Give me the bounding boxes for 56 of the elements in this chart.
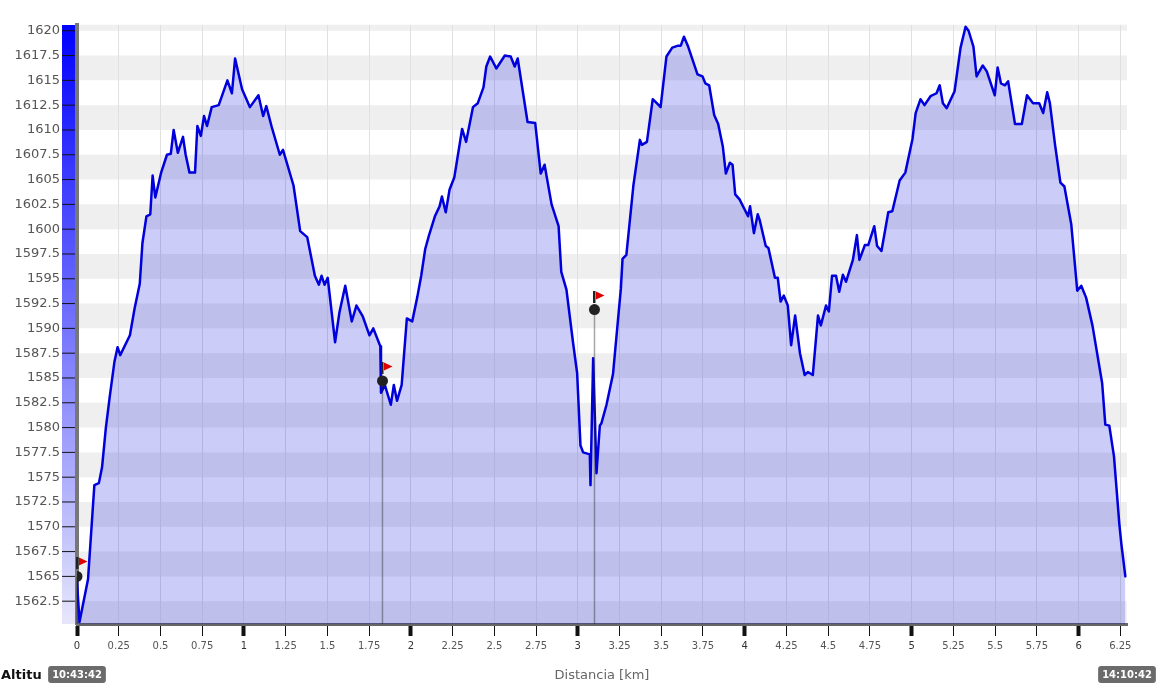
x-tick-label: 0.25: [107, 639, 130, 651]
y-tick-label: 1620: [26, 22, 60, 38]
x-tick-label: 3.5: [653, 639, 670, 651]
y-tick-label: 1567.5: [14, 542, 60, 558]
y-tick-label: 1607.5: [14, 146, 60, 162]
y-tick-label: 1590: [26, 319, 60, 335]
y-tick-label: 1580: [26, 418, 60, 434]
y-tick-label: 1597.5: [14, 245, 60, 261]
y-tick-label: 1575: [26, 468, 60, 484]
x-tick-label: 1.75: [358, 639, 381, 651]
y-tick-label: 1602.5: [14, 195, 60, 211]
x-tick-label: 5: [908, 639, 915, 651]
x-tick-label: 3: [574, 639, 581, 651]
x-tick-label: 0: [73, 639, 81, 651]
y-tick-label: 1582.5: [14, 394, 60, 410]
y-tick-label: 1612.5: [14, 96, 60, 112]
y-tick-label: 1617.5: [14, 46, 60, 62]
x-tick-label: 4: [741, 639, 748, 651]
y-tick-label: 1587.5: [14, 344, 60, 360]
x-tick-label: 3.75: [691, 639, 715, 651]
x-tick-label: 2: [407, 639, 415, 651]
x-tick-label: 5.5: [987, 639, 1004, 651]
x-tick-label: 1.25: [274, 639, 297, 651]
point: [376, 375, 388, 387]
x-tick-label: 0.5: [152, 639, 169, 651]
x-tick-label: 6: [1075, 639, 1082, 651]
y-tick-label: 1600: [26, 220, 60, 236]
y-tick-label: 1562.5: [14, 592, 60, 608]
y-tick-label: 1615: [26, 71, 60, 87]
x-tick-label: 5.25: [942, 639, 965, 651]
x-tick-label: 3.25: [608, 639, 631, 651]
y-tick-label: 1610: [26, 121, 60, 137]
y-tick-label: 1605: [26, 170, 60, 186]
y-tick-label: 1595: [26, 270, 60, 286]
point: [588, 304, 600, 316]
x-tick-label: 1: [240, 639, 248, 651]
y-tick-label: 1572.5: [14, 493, 60, 509]
x-tick-label: 2.25: [441, 639, 464, 651]
x-tick-label: 4.5: [820, 639, 837, 651]
text: 14:10:42: [1102, 668, 1152, 680]
y-tick-label: 1585: [26, 369, 60, 385]
x-tick-label: 2.75: [524, 639, 548, 651]
x-tick-label: 1.5: [319, 639, 336, 651]
x-tick-label: 4.25: [775, 639, 798, 651]
x-axis-title: Distancia [km]: [554, 667, 650, 683]
x-tick-label: 0.75: [191, 639, 214, 651]
y-tick-label: 1565: [26, 567, 60, 583]
x-tick-label: 6.25: [1109, 639, 1132, 651]
x-tick-label: 5.75: [1025, 639, 1048, 651]
y-tick-label: 1577.5: [14, 443, 60, 459]
y-tick-label: 1592.5: [14, 294, 60, 310]
text: 10:43:42: [52, 668, 102, 680]
y-axis-title: Altitu: [1, 667, 42, 683]
x-tick-label: 2.5: [486, 639, 503, 651]
y-tick-label: 1570: [26, 518, 60, 534]
x-tick-label: 4.75: [858, 639, 882, 651]
